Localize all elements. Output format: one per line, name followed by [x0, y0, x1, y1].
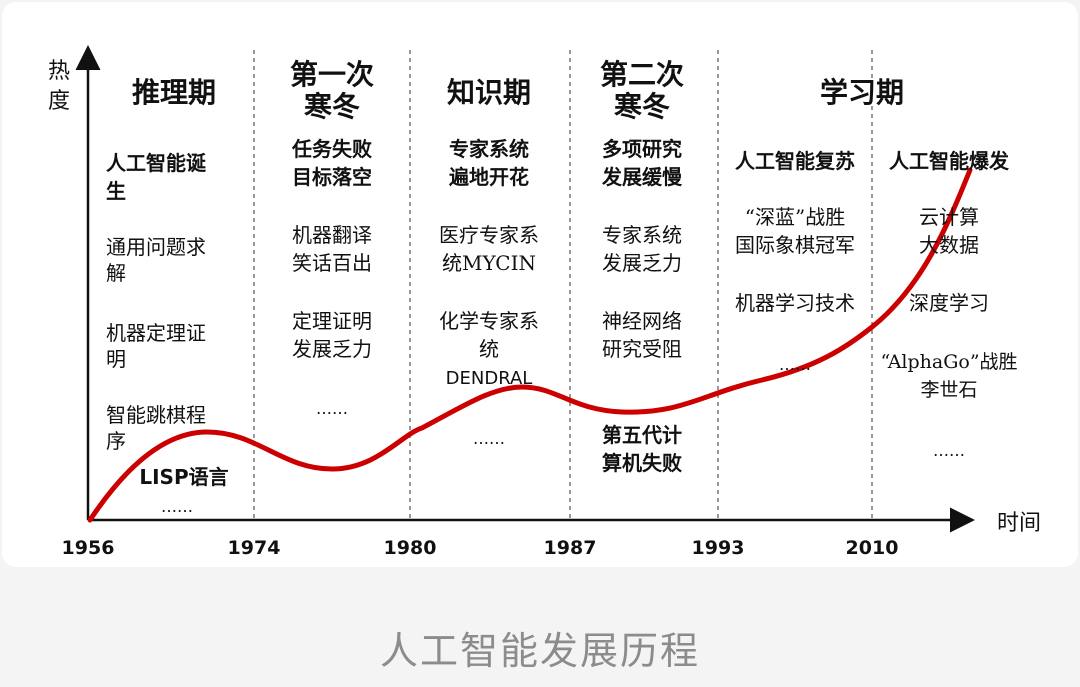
period-title-winter1-line2: 寒冬	[304, 90, 360, 123]
period-subtitle: 人工智能复苏	[735, 149, 855, 173]
period-item: 发展缓慢	[601, 165, 683, 189]
period-item: 李世石	[920, 379, 977, 401]
x-tick-label: 1980	[384, 537, 437, 559]
x-tick-label: 1956	[62, 537, 115, 559]
period-item: 化学专家系	[439, 309, 539, 333]
period-item: ……	[473, 429, 505, 448]
period-title-learning: 学习期	[820, 76, 904, 109]
period-item: 发展乏力	[602, 251, 682, 275]
period-item: 国际象棋冠军	[735, 233, 855, 257]
period-item: 云计算	[919, 205, 979, 229]
period-title-winter1-line1: 第一次	[290, 58, 374, 91]
period-item: 统MYCIN	[442, 251, 536, 275]
period-item: 机器翻译	[292, 223, 372, 247]
period-item: “AlphaGo”战胜	[880, 351, 1017, 373]
period-item: 定理证明	[292, 309, 372, 333]
period-title-knowledge: 知识期	[447, 76, 531, 109]
period-item: 专家系统	[602, 223, 682, 247]
period-item: 目标落空	[292, 165, 372, 189]
period-item: 医疗专家系	[439, 223, 539, 247]
x-tick-label: 1993	[692, 537, 745, 559]
period-item: 机器学习技术	[735, 291, 855, 315]
x-tick-label: 2010	[846, 537, 899, 559]
x-axis-label: 时间	[997, 511, 1041, 536]
period-item: 解	[106, 261, 126, 285]
period-item: 通用问题求	[106, 235, 206, 259]
x-tick-label: 1987	[544, 537, 597, 559]
period-item: 大数据	[919, 233, 979, 257]
period-subtitle: 人工智能爆发	[889, 149, 1010, 173]
x-tick-label: 1974	[228, 537, 281, 559]
period-item: 专家系统	[449, 137, 529, 161]
period-item: 多项研究	[602, 137, 682, 161]
period-item: 神经网络	[602, 309, 682, 333]
period-item: ……	[779, 355, 811, 374]
period-item: 机器定理证	[106, 321, 206, 345]
period-item: 人工智能诞	[106, 151, 207, 175]
trend-curve	[87, 167, 973, 523]
period-title-reasoning: 推理期	[132, 76, 216, 109]
period-title-winter2-line2: 寒冬	[614, 90, 670, 123]
period-item: ……	[933, 441, 965, 460]
period-item: 明	[106, 347, 126, 371]
period-item: 统	[479, 337, 499, 361]
period-item: 任务失败	[291, 137, 372, 161]
period-item: 深度学习	[909, 291, 989, 315]
period-item: ……	[161, 497, 193, 516]
period-item: ……	[316, 399, 348, 418]
x-tick-labels: 1956 1974 1980 1987 1993 2010	[62, 537, 899, 559]
ai-history-diagram: 热 度 时间 1956 1974 1980 1987 1993 2010 推理期 第一次 …	[48, 45, 1041, 559]
period-item: 生	[106, 179, 126, 203]
y-axis-label: 热	[48, 59, 70, 84]
period-item: LISP语言	[139, 465, 228, 489]
period-item: 智能跳棋程	[106, 403, 206, 427]
period-dividers	[253, 50, 873, 520]
period-item: 笑话百出	[292, 251, 372, 275]
period-item: 第五代计	[602, 423, 682, 447]
period-item: 发展乏力	[292, 337, 372, 361]
period-item: 遍地开花	[448, 165, 529, 189]
period-item: DENDRAL	[446, 368, 533, 389]
period-title-winter2-line1: 第二次	[600, 58, 684, 91]
period-item: “深蓝”战胜	[745, 205, 845, 229]
period-item: 研究受阻	[602, 337, 682, 361]
period-item: 算机失败	[602, 451, 682, 475]
period-item: 序	[106, 429, 126, 453]
figure-caption: 人工智能发展历程	[379, 629, 700, 673]
diagram-card: 热 度 时间 1956 1974 1980 1987 1993 2010 推理期 第一次 …	[2, 2, 1078, 567]
y-axis-label-2: 度	[48, 89, 70, 114]
